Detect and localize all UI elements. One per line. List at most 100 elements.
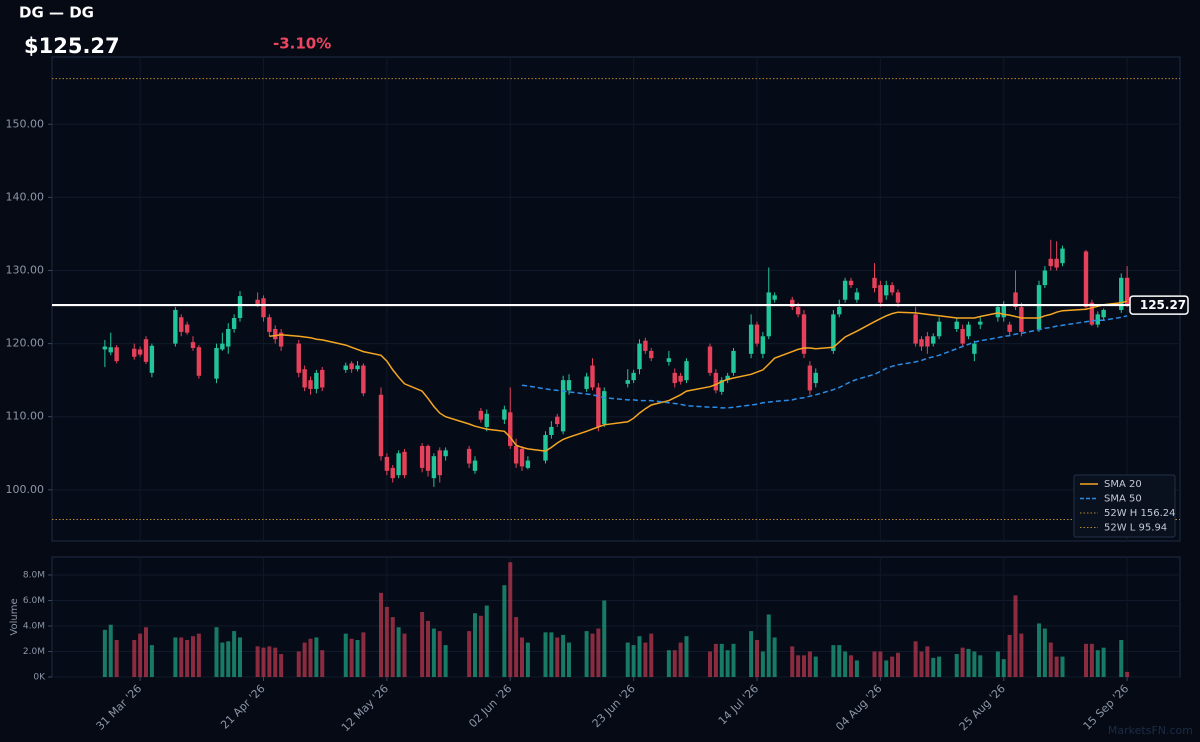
volume-bar [966, 648, 971, 677]
candle-body [1013, 292, 1018, 308]
candle-body [466, 448, 472, 464]
volume-bar [960, 647, 965, 677]
candle-body [278, 332, 284, 347]
candle-body [431, 456, 437, 479]
candle-body [884, 285, 889, 296]
volume-bar [755, 640, 759, 677]
candle-body [396, 453, 401, 476]
candle-body [308, 380, 313, 389]
volume-bar [666, 650, 671, 677]
volume-bar [649, 633, 654, 677]
volume-bar [807, 651, 812, 677]
candle-body [795, 307, 801, 315]
candle-body [484, 413, 489, 427]
candle-body [231, 318, 237, 329]
y-tick-label: 130.00 [6, 263, 45, 276]
volume-bar [1089, 643, 1094, 677]
change: -3.10% [273, 35, 331, 53]
candle-body [384, 456, 390, 471]
candle-body [179, 317, 184, 332]
volume-bar [484, 605, 489, 677]
volume-bar [995, 651, 1000, 677]
candle-body [214, 347, 219, 379]
candle-body [349, 363, 354, 370]
volume-bar [890, 656, 895, 677]
candle-body [196, 347, 202, 376]
volume-bar [543, 632, 548, 677]
candle-body [343, 365, 348, 370]
volume-bar [149, 645, 154, 677]
volume-bar [1119, 640, 1124, 677]
candle-body [731, 350, 736, 373]
candle-body [1001, 304, 1006, 318]
candle-body [889, 285, 895, 293]
volume-bar [843, 651, 848, 677]
candle-body [649, 350, 654, 359]
volume-bar [567, 642, 571, 677]
watermark: MarketsFN.com [1108, 724, 1193, 737]
volume-y-tick-label: 2.0M [23, 647, 45, 657]
volume-bar [1007, 634, 1012, 677]
candle-body [1124, 277, 1130, 306]
candle-body [913, 314, 918, 344]
volume-bar [420, 611, 425, 677]
volume-bar [185, 640, 190, 677]
candle-body [672, 372, 677, 384]
candle-body [149, 345, 155, 373]
volume-bar [361, 632, 366, 677]
candle-body [378, 394, 384, 457]
candle-body [643, 340, 648, 351]
volume-bar [1042, 628, 1047, 677]
y-tick-label: 100.00 [6, 483, 45, 496]
volume-bar [561, 634, 566, 677]
volume-bar [102, 629, 107, 677]
volume-bar [796, 655, 801, 677]
candle-body [801, 314, 807, 354]
volume-bar [296, 651, 301, 677]
volume-bar [713, 643, 718, 677]
volume-bar [173, 637, 178, 677]
last-price-tag-label: 125.27 [1140, 298, 1186, 312]
volume-bar [913, 641, 918, 677]
candle-body [978, 321, 983, 325]
volume-bar [931, 657, 936, 677]
volume-bar [1013, 595, 1018, 677]
volume-bar [138, 633, 143, 677]
volume-bar [443, 645, 448, 677]
volume-bar [725, 650, 730, 677]
volume-y-tick-label: 8.0M [23, 570, 45, 580]
volume-bar [549, 632, 554, 677]
candle-body [137, 349, 143, 355]
candle-body [184, 324, 190, 333]
volume-bar [390, 617, 395, 677]
candle-body [1019, 307, 1024, 332]
volume-bar [602, 600, 607, 677]
volume-bar [232, 631, 237, 677]
volume-bar [279, 654, 284, 677]
candle-body [1119, 277, 1124, 310]
volume-bar [426, 620, 430, 677]
volume-bar [431, 628, 436, 677]
candle-body [502, 409, 507, 420]
volume-bar [384, 606, 389, 677]
volume-bar [590, 633, 595, 677]
candle-body [1089, 302, 1095, 325]
candle-body [114, 347, 119, 362]
legend-box [1073, 474, 1176, 538]
volume-bar [238, 637, 242, 677]
candle-body [813, 372, 818, 384]
candle-body [666, 358, 672, 362]
volume-bar [719, 643, 724, 677]
candle-body [255, 299, 260, 305]
volume-bar [473, 613, 477, 677]
candle-body [555, 416, 560, 425]
volume-bar [731, 643, 736, 677]
y-tick-label: 150.00 [6, 117, 45, 130]
volume-bar [1001, 659, 1006, 677]
volume-bar [132, 640, 137, 677]
volume-bar [502, 585, 507, 677]
volume-bar [314, 637, 319, 677]
volume-bar [790, 646, 795, 677]
candle-body [842, 280, 848, 300]
sma-line [521, 315, 1128, 409]
